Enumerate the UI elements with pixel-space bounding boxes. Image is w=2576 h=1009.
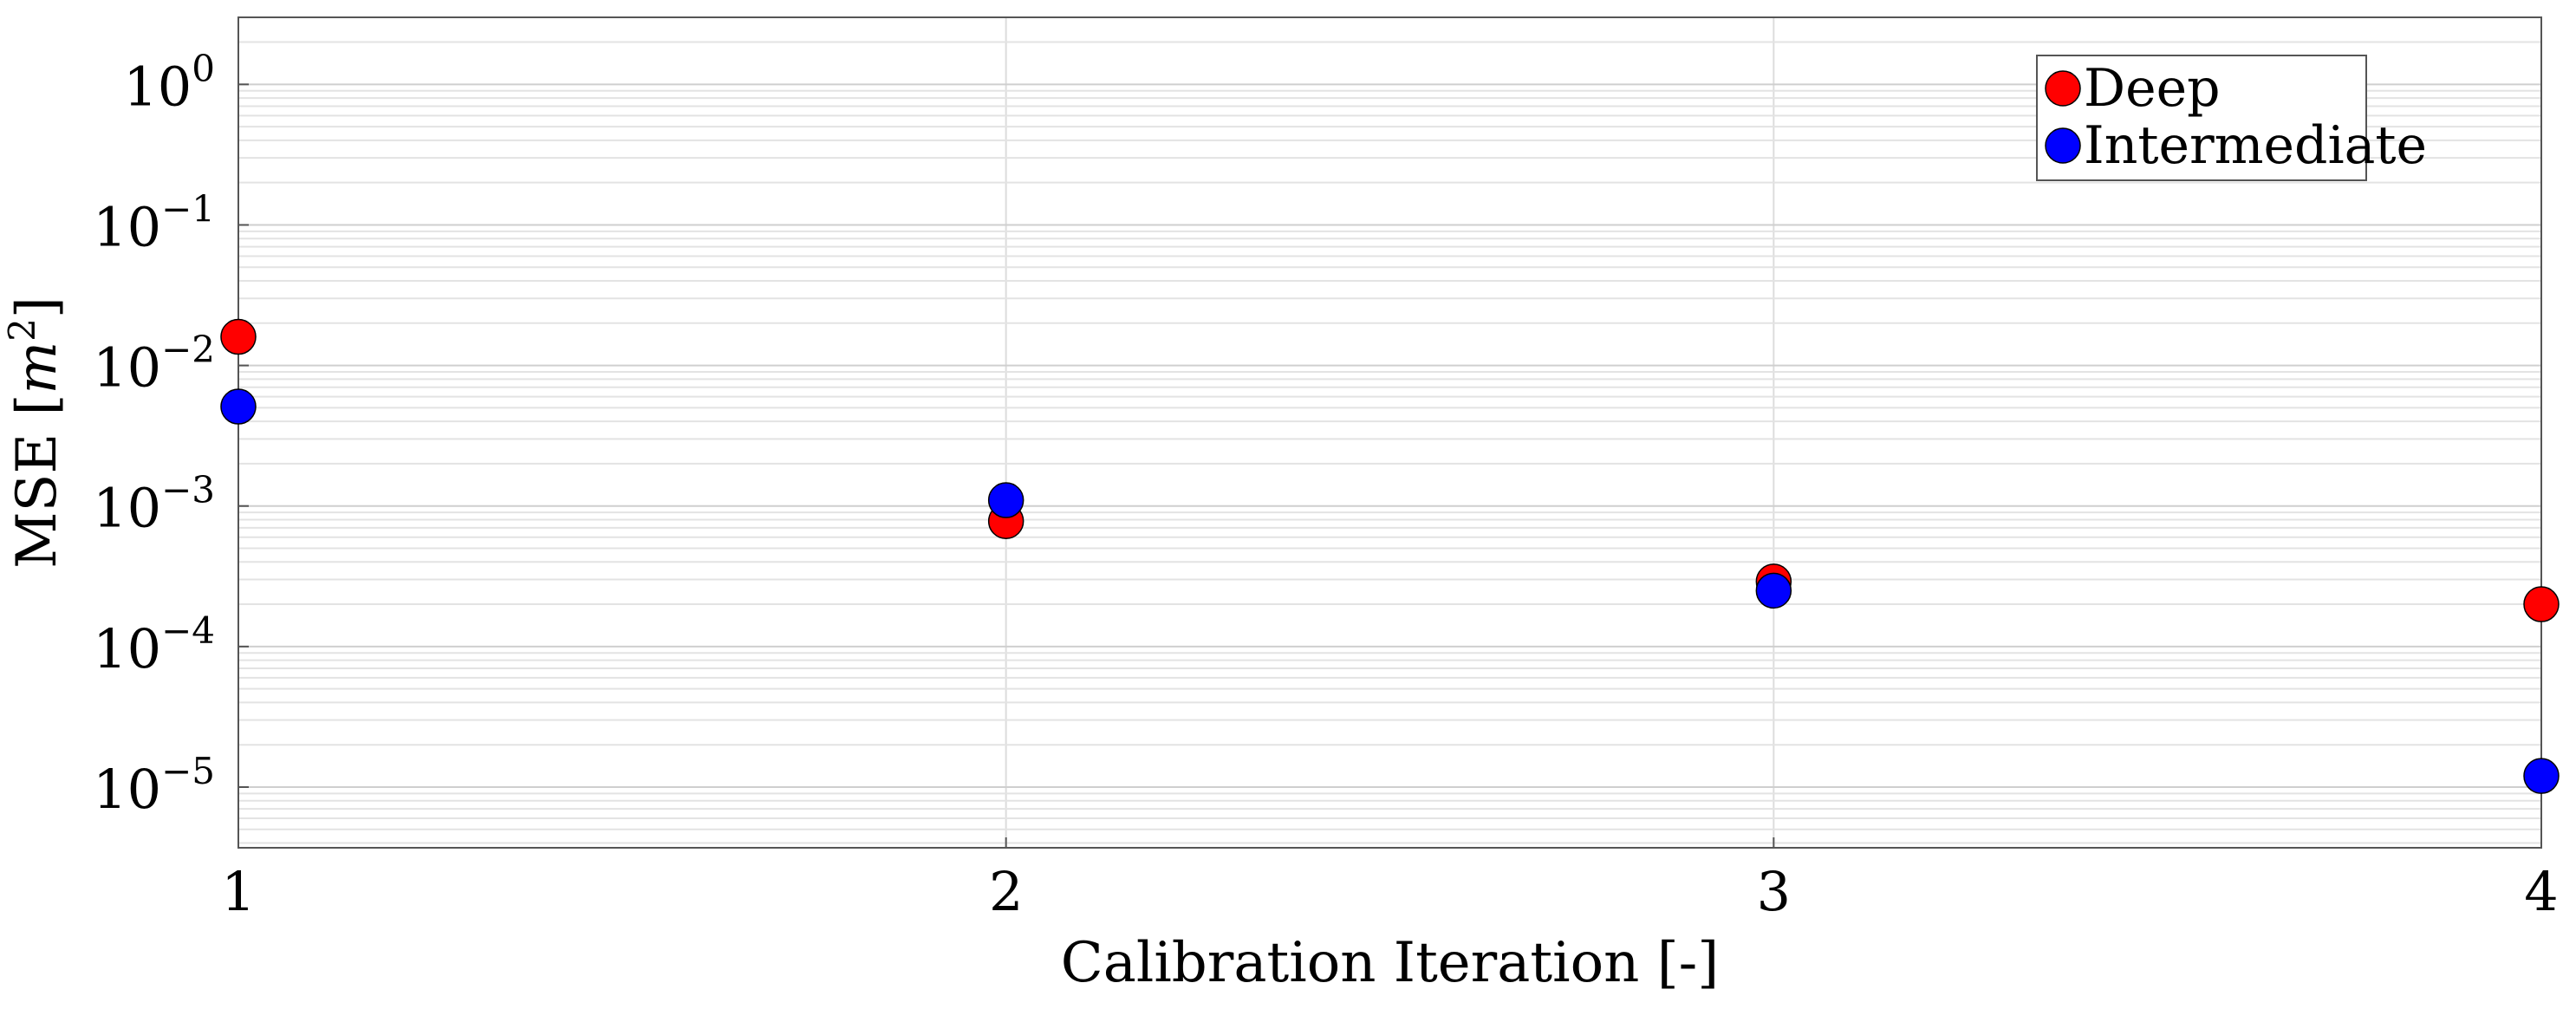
legend: Deep Intermediate [2036,55,2427,181]
point-deep [220,318,257,355]
legend-marker-deep [2045,70,2081,107]
y-axis-title: MSE [m2] [1,296,70,569]
point-intermediate [987,482,1025,518]
point-intermediate [220,388,257,425]
point-intermediate [1755,572,1792,609]
y-tick-label: 10−4 [93,609,215,680]
y-axis: 100 10−1 10−2 10−3 10−4 10−5 [93,47,249,821]
plot-area [237,16,2542,849]
y-axis-title-var: m [5,342,69,394]
y-axis-title-sup: 2 [1,318,43,342]
legend-marker-intermediate [2045,127,2081,164]
x-tick-label: 4 [2524,860,2558,923]
legend-box [2036,55,2367,181]
point-deep [2523,586,2560,622]
point-intermediate [2523,758,2560,794]
y-axis-title-prefix: MSE [ [5,394,69,568]
y-tick-label: 10−1 [93,187,215,258]
x-tick-label: 3 [1757,860,1791,923]
legend-label-intermediate: Intermediate [2084,115,2427,176]
x-axis: 1 2 3 4 [221,837,2559,923]
data-points [220,318,2560,794]
legend-label-deep: Deep [2084,58,2221,119]
y-tick-label: 10−2 [93,329,215,400]
x-tick-label: 1 [221,860,255,923]
x-tick-label: 2 [989,860,1023,923]
grid-lines [237,16,2542,848]
y-tick-label: 100 [123,47,215,118]
x-axis-title: Calibration Iteration [-] [1061,931,1720,995]
y-axis-title-suffix: ] [5,296,69,318]
y-tick-label: 10−3 [93,469,215,540]
y-tick-label: 10−5 [93,750,215,821]
